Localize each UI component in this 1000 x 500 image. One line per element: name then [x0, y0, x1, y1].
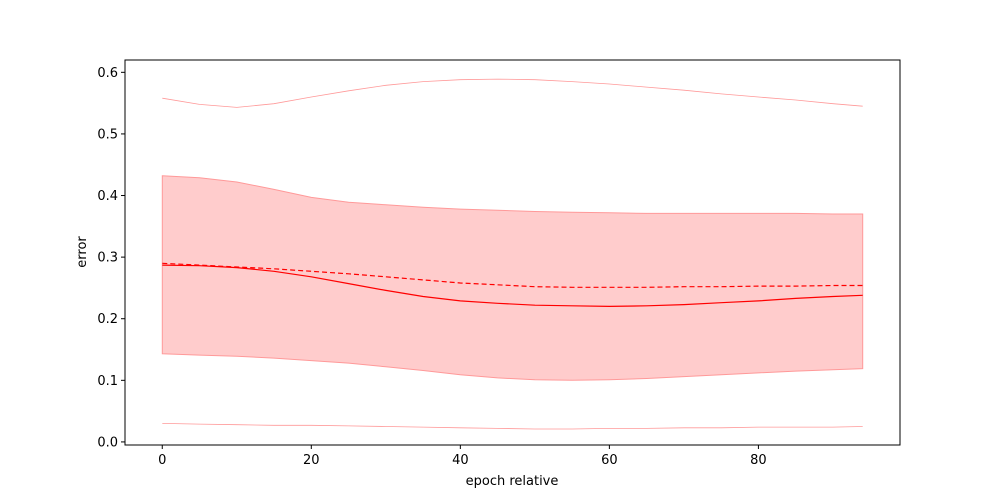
- x-axis: 0 20 40 60 80: [158, 445, 767, 468]
- series-layer: [161, 78, 864, 430]
- series-max: [162, 78, 863, 108]
- series-mean: [162, 264, 863, 308]
- y-tick-label: 0.0: [97, 435, 118, 450]
- y-tick-label: 0.5: [97, 127, 118, 142]
- series-min: [162, 423, 863, 430]
- x-axis-label: epoch relative: [466, 474, 559, 489]
- plot-frame: [124, 59, 901, 446]
- y-tick-label: 0.2: [97, 312, 118, 327]
- y-tick-label: 0.3: [97, 251, 118, 266]
- x-tick-label: 60: [601, 453, 618, 468]
- y-axis: 0.0 0.1 0.2 0.3 0.4 0.5 0.6: [97, 66, 125, 450]
- x-tick-label: 40: [452, 453, 469, 468]
- series-median: [162, 262, 863, 288]
- x-tick-label: 20: [303, 453, 320, 468]
- y-tick-label: 0.4: [97, 189, 118, 204]
- series-band: [161, 175, 864, 381]
- y-axis-label: error: [75, 236, 90, 268]
- x-tick-label: 0: [158, 453, 166, 468]
- y-tick-label: 0.6: [97, 66, 118, 81]
- x-tick-label: 80: [750, 453, 767, 468]
- y-tick-label: 0.1: [97, 374, 118, 389]
